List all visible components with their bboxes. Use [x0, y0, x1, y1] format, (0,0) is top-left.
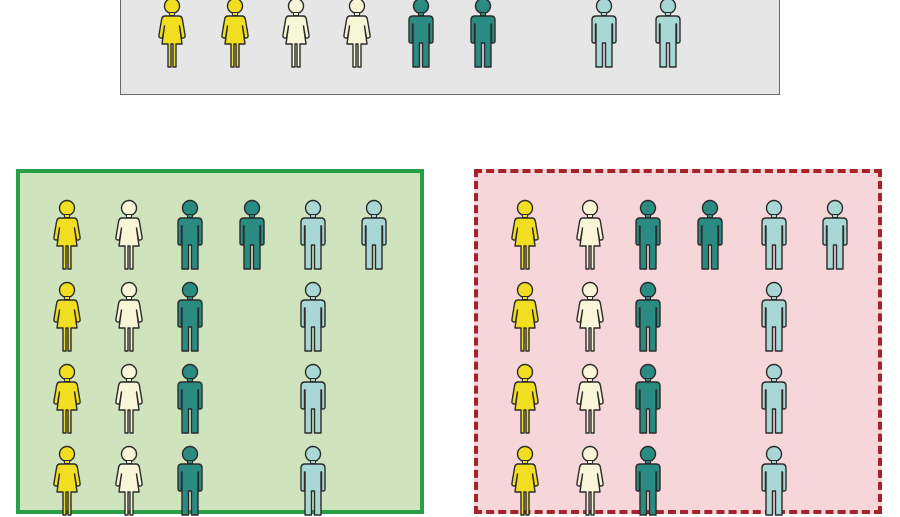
- female-person-icon: [576, 199, 604, 270]
- female-person-icon: [576, 445, 604, 516]
- male-person-icon: [300, 199, 326, 270]
- male-person-icon: [655, 0, 681, 68]
- female-person-icon: [115, 281, 143, 352]
- male-person-icon: [300, 445, 326, 516]
- male-person-icon: [635, 199, 661, 270]
- female-person-icon: [53, 281, 81, 352]
- male-person-icon: [177, 445, 203, 516]
- female-person-icon: [115, 445, 143, 516]
- female-person-icon: [221, 0, 249, 68]
- male-person-icon: [635, 445, 661, 516]
- female-person-icon: [53, 363, 81, 434]
- male-person-icon: [635, 363, 661, 434]
- male-person-icon: [177, 363, 203, 434]
- male-person-icon: [177, 281, 203, 352]
- left-group-panel: [16, 169, 424, 516]
- female-person-icon: [115, 199, 143, 270]
- female-person-icon: [576, 281, 604, 352]
- top-group-panel: [120, 0, 780, 95]
- male-person-icon: [761, 363, 787, 434]
- female-person-icon: [511, 199, 539, 270]
- male-person-icon: [635, 281, 661, 352]
- female-person-icon: [511, 445, 539, 516]
- female-person-icon: [576, 363, 604, 434]
- male-person-icon: [761, 281, 787, 352]
- female-person-icon: [53, 445, 81, 516]
- right-group-panel: [474, 169, 882, 516]
- female-person-icon: [511, 363, 539, 434]
- male-person-icon: [408, 0, 434, 68]
- female-person-icon: [158, 0, 186, 68]
- male-person-icon: [470, 0, 496, 68]
- male-person-icon: [300, 281, 326, 352]
- male-person-icon: [761, 199, 787, 270]
- male-person-icon: [822, 199, 848, 270]
- male-person-icon: [761, 445, 787, 516]
- female-person-icon: [343, 0, 371, 68]
- female-person-icon: [511, 281, 539, 352]
- female-person-icon: [282, 0, 310, 68]
- male-person-icon: [300, 363, 326, 434]
- male-person-icon: [361, 199, 387, 270]
- male-person-icon: [591, 0, 617, 68]
- male-person-icon: [239, 199, 265, 270]
- female-person-icon: [115, 363, 143, 434]
- male-person-icon: [177, 199, 203, 270]
- female-person-icon: [53, 199, 81, 270]
- male-person-icon: [697, 199, 723, 270]
